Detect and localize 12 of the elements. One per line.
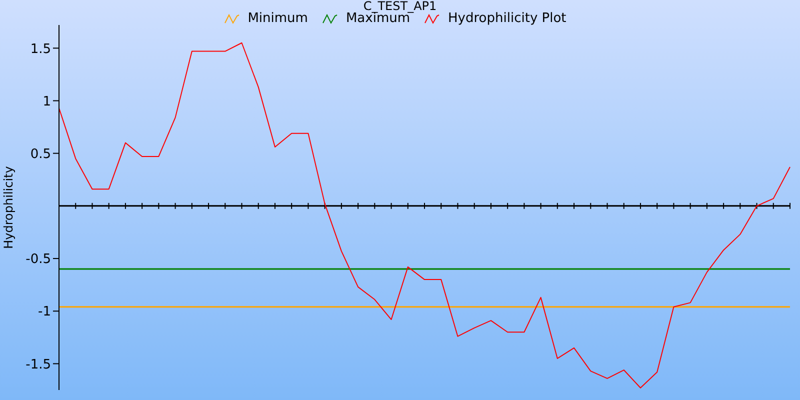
legend-label: Hydrophilicity Plot — [448, 11, 566, 26]
y-tick-label: 1 — [42, 94, 51, 110]
y-tick-label: 1.5 — [30, 42, 51, 57]
y-tick-label: -0.5 — [26, 252, 51, 268]
y-axis-title: Hydrophilicity — [1, 166, 16, 249]
legend-label: Maximum — [346, 11, 410, 26]
legend-label: Minimum — [248, 11, 308, 26]
y-tick-label: 0.5 — [30, 146, 51, 162]
chart-title: C_TEST_AP1 — [363, 0, 437, 13]
y-tick-label: -1 — [38, 304, 51, 320]
line-series — [58, 42, 790, 388]
y-tick-label: -1.5 — [26, 357, 51, 372]
